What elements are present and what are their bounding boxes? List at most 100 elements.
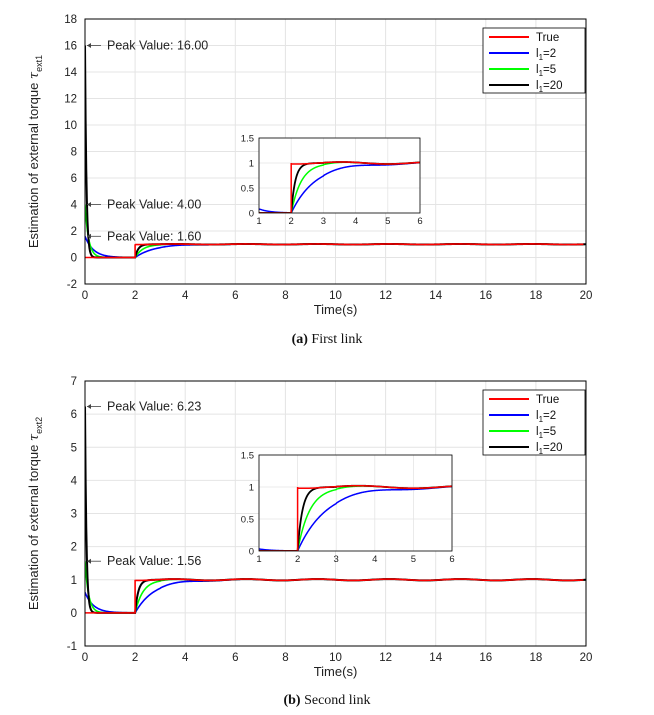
x-tick-label: 8 <box>282 652 288 664</box>
y-tick-label: 6 <box>71 173 77 185</box>
legend-entry-main: l <box>536 48 539 60</box>
legend-entry: l1=2 <box>536 410 556 424</box>
chart-panel-1: 0 2 4 6 8 10 12 14 16 18 20-2024681012141618Time(s… <box>26 14 592 347</box>
y-tick-label: -2 <box>67 279 77 291</box>
inset-y-tick-label: 0.5 <box>241 515 254 526</box>
caption-text: First link <box>308 332 362 347</box>
legend-entry-main: l <box>536 80 539 92</box>
caption-label: (b) <box>283 693 300 708</box>
legend-entry-rest: =5 <box>543 64 556 76</box>
inset-x-tick-label: 6 <box>417 216 422 227</box>
inset-x-tick-label: 4 <box>353 216 358 227</box>
legend-entry: l1=20 <box>536 442 563 456</box>
y-tick-label: 6 <box>71 409 77 421</box>
inset-background <box>259 138 420 213</box>
y-tick-label: 12 <box>64 94 77 106</box>
chart-panel-2: 0 2 4 6 8 10 12 14 16 18 20-101234567Time(s)Estima… <box>26 376 592 708</box>
inset-series-True <box>259 484 452 551</box>
x-tick-label: 0 <box>82 290 88 302</box>
y-tick-label: 18 <box>64 14 77 26</box>
inset-x-tick-label: 5 <box>385 216 390 227</box>
x-axis-label: Time(s) <box>314 664 358 679</box>
legend-entry-main: l <box>536 442 539 454</box>
legend-entry: l1=5 <box>536 426 556 440</box>
series-line-True <box>85 243 584 259</box>
y-axis-label-symbol: τ <box>27 433 42 441</box>
legend-entry-main: True <box>536 32 559 44</box>
legend-entry: True <box>536 32 559 44</box>
inset-x-tick-label: 3 <box>321 216 326 227</box>
legend-entry-main: True <box>536 394 559 406</box>
x-tick-label: 18 <box>530 290 543 302</box>
annotation-peak-value: Peak Value: 6.23 <box>107 400 201 414</box>
y-tick-label: 4 <box>71 475 78 487</box>
inset-y-tick-label: 1.5 <box>241 451 254 462</box>
legend-entry-rest: =2 <box>543 48 556 60</box>
inset-y-tick-label: 1 <box>249 159 254 170</box>
inset-x-tick-label: 4 <box>372 554 377 565</box>
y-tick-label: 2 <box>71 226 77 238</box>
legend-entry-sub: 1 <box>539 431 544 440</box>
x-tick-label: 2 <box>132 652 138 664</box>
y-tick-label: 8 <box>71 147 77 159</box>
annotation-arrowhead <box>87 233 91 239</box>
inset-y-tick-label: 1 <box>249 483 254 494</box>
inset-zoom: 1 2 3 4 5 6 0 0.5 1 1.5 <box>241 134 423 228</box>
series-line-True <box>85 578 584 614</box>
x-tick-label: 6 <box>232 652 238 664</box>
y-axis-label-text: Estimation of external torque <box>26 441 41 610</box>
x-tick-label: 10 <box>329 652 342 664</box>
legend-entry-sub: 1 <box>539 53 544 62</box>
legend-entry-rest: =2 <box>543 410 556 422</box>
x-tick-label: 16 <box>479 652 492 664</box>
y-tick-label: 1 <box>71 575 77 587</box>
annotation-arrowhead <box>87 43 91 48</box>
legend-box <box>482 389 586 456</box>
caption-text: Second link <box>301 693 371 708</box>
x-tick-label: 0 <box>82 652 88 664</box>
legend-entry-rest: =20 <box>543 442 563 454</box>
figure-caption: (b) Second link <box>283 693 370 708</box>
annotation-arrowhead <box>87 202 91 207</box>
inset-zoom: 1 2 3 4 5 6 0 0.5 1 1.5 <box>241 451 455 566</box>
y-tick-label: -1 <box>67 641 77 653</box>
y-tick-label: 3 <box>71 509 77 521</box>
legend-entry: True <box>536 394 559 406</box>
caption-label: (a) <box>292 332 309 347</box>
annotation-peak-value: Peak Value: 16.00 <box>107 39 208 53</box>
x-tick-label: 4 <box>182 290 189 302</box>
inset-x-tick-label: 1 <box>256 554 261 565</box>
y-axis-label-text: Estimation of external torque <box>26 79 41 248</box>
y-tick-label: 0 <box>71 253 77 265</box>
legend-entry-sub: 1 <box>539 85 544 94</box>
legend-entry-sub: 1 <box>539 69 544 78</box>
x-tick-label: 8 <box>282 290 288 302</box>
inset-y-tick-label: 0.5 <box>241 184 254 195</box>
annotation-peak-value: Peak Value: 1.56 <box>107 554 201 568</box>
inset-y-tick-label: 0 <box>249 547 254 558</box>
x-tick-label: 2 <box>132 290 138 302</box>
annotation-arrowhead <box>87 404 91 410</box>
y-tick-label: 0 <box>71 608 77 620</box>
x-tick-label: 10 <box>329 290 342 302</box>
x-tick-label: 6 <box>232 290 238 302</box>
x-tick-label: 14 <box>429 652 442 664</box>
inset-y-tick-label: 1.5 <box>241 134 254 145</box>
x-tick-label: 18 <box>530 652 543 664</box>
legend-entry-main: l <box>536 426 539 438</box>
x-tick-label: 20 <box>580 290 593 302</box>
legend-entry-sub: 1 <box>539 415 544 424</box>
y-axis-label: Estimation of external torque τext1 <box>26 55 44 248</box>
x-axis-label: Time(s) <box>314 302 358 317</box>
legend-entry-main: l <box>536 64 539 76</box>
plot-frame <box>84 380 587 647</box>
inset-x-tick-label: 5 <box>411 554 416 565</box>
legend-entry: l1=5 <box>536 64 556 78</box>
legend-entry-main: l <box>536 410 539 422</box>
inset-x-tick-label: 1 <box>256 216 261 227</box>
inset-y-tick-label: 0 <box>249 209 254 220</box>
x-tick-label: 20 <box>580 652 593 664</box>
inset-frame <box>258 454 453 552</box>
legend-entry-sub: 1 <box>539 447 544 456</box>
y-tick-label: 2 <box>71 542 77 554</box>
